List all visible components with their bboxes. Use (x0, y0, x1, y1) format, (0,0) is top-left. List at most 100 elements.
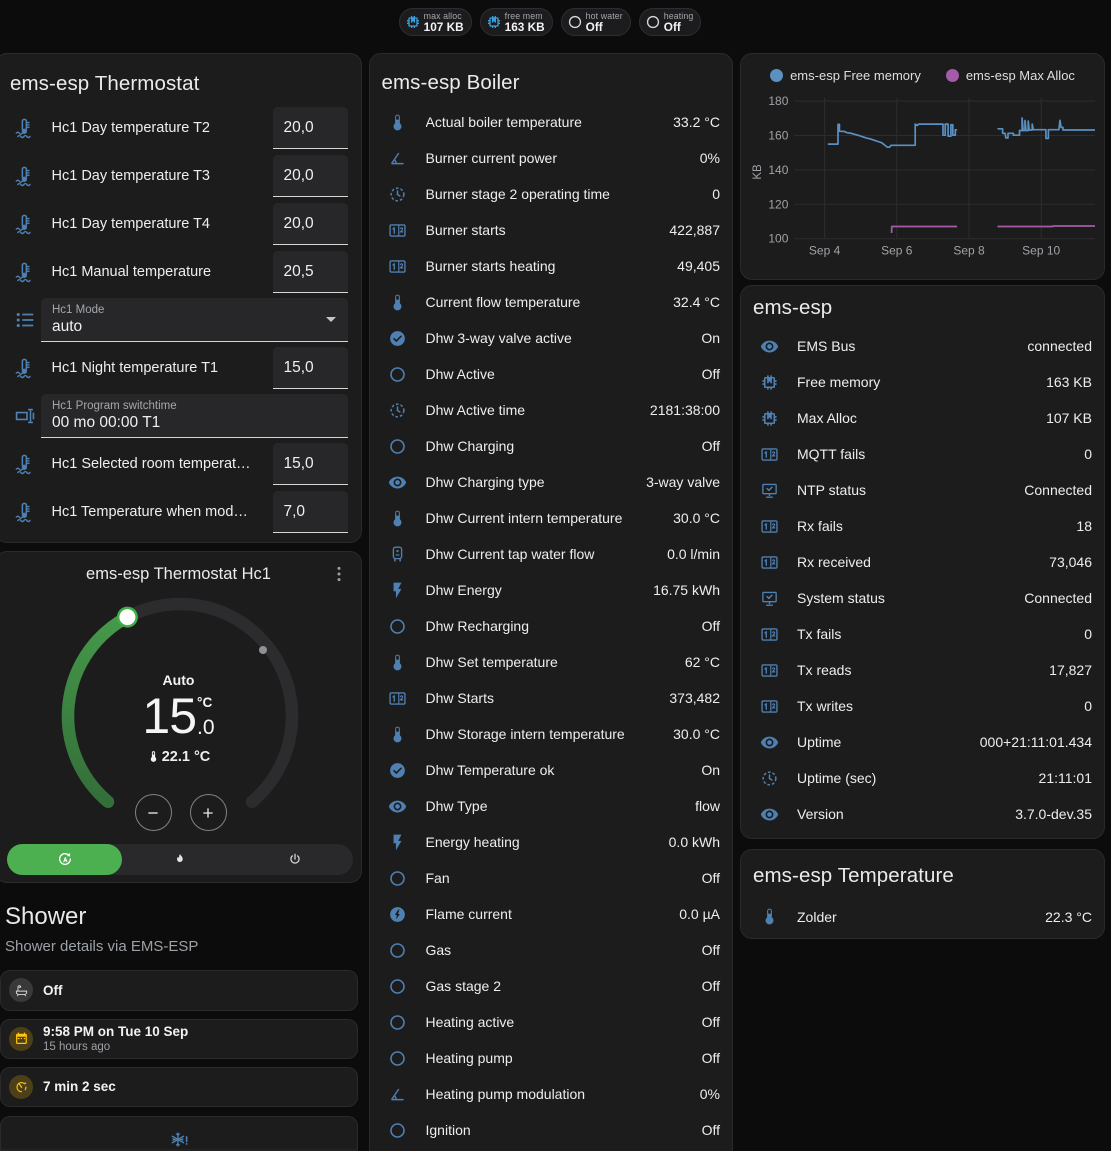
entity-state[interactable]: connected (1027, 338, 1092, 354)
entity-row[interactable]: Current flow temperature 32.4 °C (370, 284, 733, 320)
legend-item[interactable]: ems-esp Free memory (770, 68, 921, 83)
frost-alert-card[interactable] (0, 1115, 358, 1151)
entity-row[interactable]: Dhw Type flow (370, 788, 733, 824)
entity-row[interactable]: Dhw Charging type 3-way valve (370, 464, 733, 500)
entity-state[interactable]: Off (701, 1122, 720, 1138)
entity-row[interactable]: Free memory 163 KB (741, 364, 1104, 400)
entity-row[interactable]: NTP status Connected (741, 472, 1104, 508)
hvac-mode-off-button[interactable] (237, 844, 352, 875)
entity-row[interactable]: System status Connected (741, 580, 1104, 616)
entity-state[interactable]: Connected (1024, 482, 1092, 498)
entity-state[interactable]: Off (701, 1050, 720, 1066)
entity-row[interactable]: Dhw Active time 2181:38:00 (370, 392, 733, 428)
number-input[interactable]: 20,0 (272, 155, 348, 197)
entity-row[interactable]: Ignition Off (370, 1112, 733, 1148)
entity-row[interactable]: Dhw 3-way valve active On (370, 320, 733, 356)
entity-row[interactable]: Tx writes 0 (741, 688, 1104, 724)
entity-state[interactable]: Off (701, 978, 720, 994)
entity-state[interactable]: 0 (712, 186, 720, 202)
entity-state[interactable]: 30.0 °C (673, 726, 720, 742)
entity-state[interactable]: 16.75 kWh (653, 582, 720, 598)
entity-row[interactable]: Heating pump modulation 0% (370, 1076, 733, 1112)
tile-card[interactable]: 7 min 2 sec (0, 1066, 358, 1107)
badge-free-mem[interactable]: free mem 163 KB (479, 8, 553, 36)
entity-row[interactable]: Rx received 73,046 (741, 544, 1104, 580)
entity-state[interactable]: 30.0 °C (673, 510, 720, 526)
hvac-mode-heat-button[interactable] (122, 844, 237, 875)
entity-name[interactable]: Hc1 Selected room temperat… (51, 456, 251, 472)
calendar-icon[interactable] (9, 1026, 33, 1051)
entity-row[interactable]: Tx reads 17,827 (741, 652, 1104, 688)
entity-state[interactable]: 3-way valve (646, 474, 720, 490)
badge-max-alloc[interactable]: max alloc 107 KB (398, 8, 472, 36)
entity-state[interactable]: Connected (1024, 590, 1092, 606)
entity-name[interactable]: Hc1 Temperature when mod… (51, 504, 248, 520)
badge-hot-water[interactable]: hot water Off (560, 8, 631, 36)
entity-state[interactable]: Off (701, 438, 720, 454)
entity-row[interactable]: Gas stage 2 Off (370, 968, 733, 1004)
entity-state[interactable]: 0% (699, 1086, 720, 1102)
number-input[interactable]: 20,0 (272, 203, 348, 245)
entity-row[interactable]: Dhw Set temperature 62 °C (370, 644, 733, 680)
decrease-temperature-button[interactable] (134, 794, 172, 831)
entity-name[interactable]: Hc1 Night temperature T1 (51, 360, 219, 376)
entity-row[interactable]: Uptime (sec) 21:11:01 (741, 760, 1104, 796)
entity-row[interactable]: Burner stage 2 operating time 0 (370, 176, 733, 212)
entity-row[interactable]: Flame current 0.0 µA (370, 896, 733, 932)
entity-row[interactable]: Dhw Active Off (370, 356, 733, 392)
entity-state[interactable]: 0 (1084, 626, 1092, 642)
entity-state[interactable]: On (701, 330, 720, 346)
entity-row[interactable]: Dhw Temperature ok On (370, 752, 733, 788)
entity-state[interactable]: 0% (699, 150, 720, 166)
tile-card[interactable]: 9:58 PM on Tue 10 Sep 15 hours ago (0, 1018, 358, 1059)
entity-row[interactable]: Dhw Storage intern temperature 30.0 °C (370, 716, 733, 752)
entity-state[interactable]: 0 (1084, 446, 1092, 462)
entity-state[interactable]: 62 °C (684, 654, 720, 670)
entity-row[interactable]: Burner current power 0% (370, 140, 733, 176)
badge-heating[interactable]: heating Off (638, 8, 702, 36)
entity-state[interactable]: 3.7.0-dev.35 (1015, 806, 1092, 822)
entity-state[interactable]: 422,887 (669, 222, 720, 238)
entity-state[interactable]: 0.0 kWh (668, 834, 720, 850)
increase-temperature-button[interactable] (189, 794, 227, 831)
entity-row[interactable]: Dhw Current intern temperature 30.0 °C (370, 500, 733, 536)
entity-state[interactable]: Off (701, 870, 720, 886)
number-input[interactable]: 15,0 (272, 347, 348, 389)
thermostat-dial[interactable] (45, 581, 315, 851)
entity-state[interactable]: 22.3 °C (1045, 908, 1092, 925)
entity-row[interactable]: Tx fails 0 (741, 616, 1104, 652)
entity-state[interactable]: 000+21:11:01.434 (979, 734, 1092, 750)
select-field[interactable]: Hc1 Mode auto (41, 298, 348, 342)
entity-state[interactable]: flow (695, 798, 720, 814)
entity-state[interactable]: 373,482 (669, 690, 720, 706)
entity-state[interactable]: 17,827 (1049, 662, 1092, 678)
entity-row[interactable]: MQTT fails 0 (741, 436, 1104, 472)
more-options-button[interactable] (327, 562, 351, 586)
entity-state[interactable]: 33.2 °C (673, 114, 720, 130)
entity-state[interactable]: Off (701, 618, 720, 634)
entity-row[interactable]: Heating active Off (370, 1004, 733, 1040)
legend-item[interactable]: ems-esp Max Alloc (945, 68, 1075, 83)
entity-row[interactable]: Zolder 22.3 °C (741, 899, 1104, 935)
entity-row[interactable]: Energy heating 0.0 kWh (370, 824, 733, 860)
entity-state[interactable]: 163 KB (1046, 374, 1092, 390)
number-input[interactable]: 20,0 (272, 107, 348, 149)
entity-name[interactable]: Hc1 Manual temperature (51, 264, 212, 280)
entity-row[interactable]: Burner starts 422,887 (370, 212, 733, 248)
entity-row[interactable]: Uptime 000+21:11:01.434 (741, 724, 1104, 760)
text-field[interactable]: Hc1 Program switchtime 00 mo 00:00 T1 (41, 394, 348, 438)
history-graph-card[interactable]: 100 120 140 160 180 Sep 4 Sep 6 Sep 8 Sep 10 KB em… (740, 53, 1105, 280)
timer-icon[interactable] (9, 1074, 33, 1099)
entity-row[interactable]: Fan Off (370, 860, 733, 896)
entity-row[interactable]: Dhw Recharging Off (370, 608, 733, 644)
entity-row[interactable]: Heating pump Off (370, 1040, 733, 1076)
entity-state[interactable]: On (701, 762, 720, 778)
entity-state[interactable]: Off (701, 1014, 720, 1030)
entity-state[interactable]: 0 (1084, 698, 1092, 714)
entity-state[interactable]: 0.0 l/min (667, 546, 720, 562)
entity-row[interactable]: Dhw Current tap water flow 0.0 l/min (370, 536, 733, 572)
entity-state[interactable]: 2181:38:00 (649, 402, 720, 418)
entity-row[interactable]: Actual boiler temperature 33.2 °C (370, 104, 733, 140)
entity-state[interactable]: 107 KB (1046, 410, 1092, 426)
entity-state[interactable]: 18 (1076, 518, 1092, 534)
